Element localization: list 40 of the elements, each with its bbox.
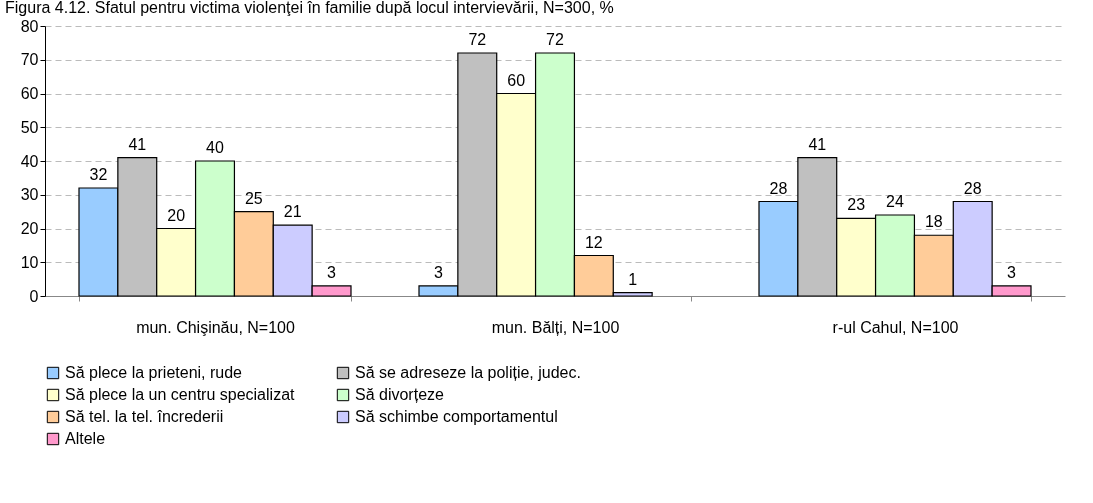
data-label: 25 bbox=[244, 189, 263, 207]
data-label: 28 bbox=[963, 179, 982, 197]
data-label: 41 bbox=[128, 135, 147, 153]
data-label: 60 bbox=[507, 71, 526, 89]
legend-label: Să tel. la tel. încrederii bbox=[65, 408, 224, 425]
data-label: 12 bbox=[584, 233, 603, 251]
y-tick-label: 40 bbox=[20, 152, 39, 170]
y-tick-label: 10 bbox=[20, 253, 39, 271]
legend-label: Să plece la prieteni, rude bbox=[65, 364, 243, 381]
x-tick-label: mun. Bălți, N=100 bbox=[491, 318, 620, 336]
data-label: 41 bbox=[808, 135, 827, 153]
data-label: 24 bbox=[886, 193, 904, 210]
data-label: 72 bbox=[546, 31, 564, 48]
data-label: 28 bbox=[769, 179, 788, 197]
legend-label: Altele bbox=[65, 430, 106, 447]
chart-title: Figura 4.12. Sfatul pentru victima violenţei în familie după locul intervievării, N=300, % bbox=[5, 0, 614, 16]
data-label: 23 bbox=[847, 196, 866, 214]
x-tick-label: r-ul Cahul, N=100 bbox=[832, 318, 959, 336]
legend-label: Să schimbe comportamentul bbox=[355, 408, 558, 425]
y-tick-label: 0 bbox=[29, 287, 39, 305]
data-label: 20 bbox=[167, 206, 186, 224]
data-label: 72 bbox=[468, 31, 487, 48]
y-tick-label: 70 bbox=[20, 51, 39, 69]
data-label: 3 bbox=[1007, 263, 1017, 281]
y-tick-label: 50 bbox=[20, 118, 39, 136]
legend-label: Să se adreseze la poliție, judec. bbox=[355, 364, 581, 381]
x-tick-label: mun. Chişinău, N=100 bbox=[136, 318, 295, 336]
y-tick-label: 20 bbox=[20, 220, 39, 237]
y-tick-label: 30 bbox=[20, 186, 39, 204]
y-tick-label: 60 bbox=[20, 85, 39, 102]
y-tick-label: 80 bbox=[20, 17, 39, 35]
data-label: 40 bbox=[206, 139, 224, 156]
data-label: 18 bbox=[924, 213, 943, 231]
data-label: 3 bbox=[327, 263, 337, 281]
data-label: 21 bbox=[283, 203, 302, 221]
legend-label: Să plece la un centru specializat bbox=[65, 386, 296, 403]
legend-label: Să divorțeze bbox=[355, 386, 445, 403]
data-label: 1 bbox=[628, 270, 638, 288]
data-label: 3 bbox=[433, 263, 443, 281]
data-label: 32 bbox=[89, 166, 108, 183]
